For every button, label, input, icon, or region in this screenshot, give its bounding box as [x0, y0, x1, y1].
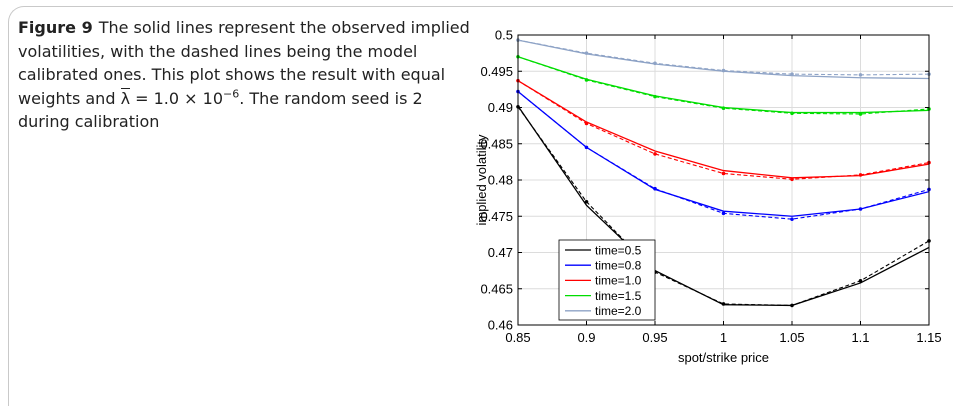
- x-tick-label: 0.85: [505, 330, 530, 345]
- data-point: [790, 303, 794, 308]
- data-point: [790, 111, 794, 116]
- data-point: [653, 94, 657, 99]
- series-layer: [516, 38, 931, 308]
- data-point: [858, 278, 863, 283]
- caption-text-after: . The random seed is 2 during calibratio…: [18, 88, 423, 132]
- data-point: [790, 72, 794, 76]
- data-point: [721, 171, 726, 176]
- data-point: [584, 78, 589, 82]
- figure-label: Figure 9: [18, 18, 93, 37]
- y-axis-label: implied volatility: [474, 134, 489, 226]
- data-point: [584, 145, 589, 150]
- tick-layer: 0.85 0.9 0.95 1 1.05 1.1 1.15 0.46 0.465 0.47 0.47…: [480, 28, 941, 346]
- caption-exponent: −6: [223, 87, 240, 101]
- figure-caption: Figure 9 The solid lines represent the ob…: [18, 16, 473, 134]
- legend-label: time=2.0: [595, 304, 642, 318]
- y-tick-label: 0.47: [488, 245, 513, 260]
- figure-frame: [8, 6, 953, 406]
- y-tick-label: 0.5: [495, 28, 513, 43]
- data-point: [790, 177, 794, 182]
- x-tick-label: 1: [720, 330, 727, 345]
- data-point: [721, 211, 726, 216]
- data-point: [653, 61, 657, 66]
- data-point: [653, 152, 657, 156]
- y-tick-label: 0.485: [480, 136, 513, 151]
- lambda-bar-symbol: λ: [120, 87, 131, 111]
- implied-volatility-chart: 0.85 0.9 0.95 1 1.05 1.1 1.15 0.46 0.465 0.47 0.47…: [474, 28, 942, 366]
- legend-label: time=1.0: [595, 274, 642, 288]
- y-tick-label: 0.48: [488, 173, 513, 188]
- x-tick-label: 0.95: [642, 330, 667, 345]
- data-point: [721, 106, 726, 111]
- data-point: [721, 302, 726, 306]
- x-axis-label: spot/strike price: [678, 350, 769, 365]
- legend-label: time=1.5: [595, 289, 642, 303]
- data-point: [858, 73, 863, 77]
- caption-text-before: The solid lines represent the observed i…: [18, 18, 470, 108]
- x-tick-label: 0.9: [577, 330, 595, 345]
- data-point: [584, 199, 589, 204]
- y-tick-label: 0.46: [488, 318, 513, 333]
- legend-label: time=0.8: [595, 259, 642, 273]
- legend-label: time=0.5: [595, 243, 642, 257]
- y-tick-label: 0.495: [480, 64, 513, 79]
- data-point: [721, 68, 726, 73]
- y-tick-label: 0.475: [480, 209, 513, 224]
- x-tick-label: 1.1: [851, 330, 869, 345]
- y-tick-label: 0.465: [480, 281, 513, 296]
- y-tick-label: 0.49: [488, 100, 513, 115]
- data-point: [653, 186, 657, 191]
- data-point: [858, 207, 863, 211]
- x-tick-label: 1.15: [916, 330, 941, 345]
- x-tick-label: 1.05: [779, 330, 804, 345]
- data-point: [584, 121, 589, 126]
- data-point: [858, 173, 863, 177]
- data-point: [858, 112, 863, 116]
- caption-text-mid: = 1.0 × 10: [130, 88, 223, 108]
- data-point: [790, 217, 794, 221]
- data-point: [584, 51, 589, 55]
